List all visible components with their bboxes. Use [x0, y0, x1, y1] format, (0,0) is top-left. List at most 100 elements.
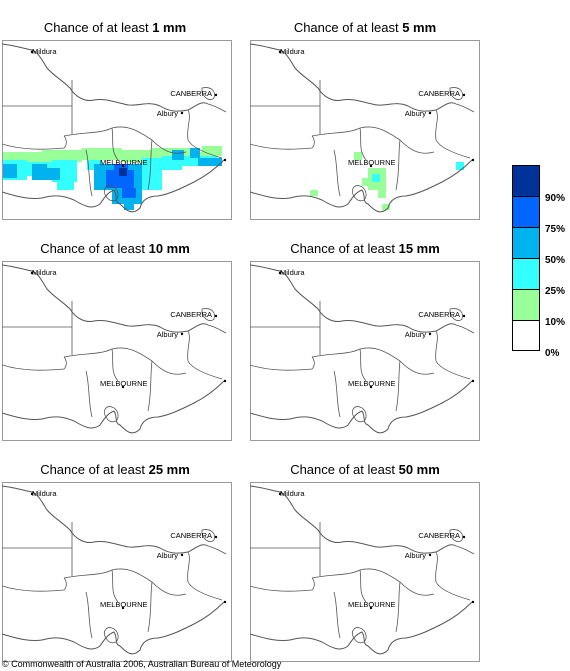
murray-river-border [2, 264, 209, 333]
label-mildura: Mildura [32, 47, 57, 56]
label-melbourne: MELBOURNE [100, 379, 148, 388]
albury-marker [428, 553, 432, 557]
panel-title-10mm: Chance of at least 10 mm [0, 241, 230, 256]
label-albury: Albury [405, 330, 427, 339]
title-prefix: Chance of at least [40, 241, 149, 256]
melbourne-marker [369, 606, 373, 610]
title-amount: 10 mm [148, 241, 190, 256]
rain-probability-map: Mildura CANBERRA Albury MELBOURNE [2, 482, 232, 662]
district-boundary [359, 127, 367, 161]
title-amount: 5 mm [402, 20, 437, 35]
panel-title-5mm: Chance of at least 5 mm [250, 20, 480, 35]
port-phillip-bay [352, 185, 367, 202]
title-prefix: Chance of at least [43, 20, 153, 35]
gabo-island-marker [223, 379, 227, 383]
coastline [250, 601, 473, 655]
label-albury: Albury [157, 109, 179, 118]
title-amount: 25 mm [148, 462, 190, 477]
district-boundary [63, 347, 153, 362]
act-outline [201, 529, 215, 542]
district-boundary [395, 139, 401, 191]
legend-label-75: 75% [545, 224, 566, 235]
act-outline [201, 308, 215, 321]
probability-overlay [2, 146, 222, 210]
district-boundary [151, 581, 187, 596]
victoria-basemap: Mildura CANBERRA Albury MELBOURNE [2, 482, 232, 662]
district-boundary [311, 347, 401, 362]
albury-marker [428, 111, 432, 115]
rain-probability-map: Mildura CANBERRA Albury MELBOURNE [250, 261, 480, 441]
legend-label-10: 10% [545, 317, 566, 328]
act-outline [449, 529, 463, 542]
gabo-island-marker [223, 158, 227, 162]
district-boundary [333, 591, 341, 639]
label-mildura: Mildura [32, 489, 57, 498]
label-albury: Albury [405, 551, 427, 560]
map-frame [250, 40, 480, 220]
label-canberra: CANBERRA [170, 531, 212, 540]
district-boundary [147, 581, 153, 633]
rain-probability-map: Mildura CANBERRA Albury MELBOURNE [250, 482, 480, 662]
victoria-basemap: Mildura CANBERRA Albury MELBOURNE [2, 261, 232, 441]
murray-river-border [250, 485, 457, 554]
map-panel-25mm: Mildura CANBERRA Albury MELBOURNE [2, 482, 232, 662]
label-melbourne: MELBOURNE [348, 600, 396, 609]
district-boundary [399, 360, 435, 375]
canberra-marker [214, 535, 218, 539]
murray-river-border [250, 43, 457, 112]
map-panel-10mm: Mildura CANBERRA Albury MELBOURNE [2, 261, 232, 441]
nsw-victoria-border [435, 551, 471, 601]
nsw-boundary [455, 103, 475, 113]
district-boundary [85, 149, 93, 197]
label-mildura: Mildura [280, 47, 305, 56]
map-frame [2, 40, 232, 220]
port-phillip-bay [104, 627, 119, 644]
title-prefix: Chance of at least [293, 20, 403, 35]
albury-marker [180, 111, 184, 115]
map-panel-5mm: Mildura CANBERRA Albury MELBOURNE [250, 40, 480, 220]
district-boundary [250, 356, 315, 371]
act-outline [449, 87, 463, 100]
mildura-marker [30, 492, 34, 496]
title-prefix: Chance of at least [40, 462, 149, 477]
district-boundary [63, 568, 153, 583]
label-mildura: Mildura [280, 489, 305, 498]
coastline [2, 159, 225, 213]
melbourne-marker [121, 164, 125, 168]
nsw-boundary [455, 324, 475, 334]
district-boundary [311, 126, 401, 141]
district-boundary [2, 135, 67, 150]
title-amount: 50 mm [398, 462, 440, 477]
map-panel-50mm: Mildura CANBERRA Albury MELBOURNE [250, 482, 480, 662]
map-panel-15mm: Mildura CANBERRA Albury MELBOURNE [250, 261, 480, 441]
label-canberra: CANBERRA [170, 89, 212, 98]
albury-marker [180, 332, 184, 336]
map-panel-1mm: Mildura CANBERRA Albury MELBOURNE [2, 40, 232, 220]
label-melbourne: MELBOURNE [100, 600, 148, 609]
canberra-marker [462, 314, 466, 318]
nsw-boundary [455, 545, 475, 555]
legend-label-0: 0% [545, 348, 560, 359]
victoria-basemap: Mildura CANBERRA Albury MELBOURNE [250, 482, 480, 662]
district-boundary [399, 139, 435, 154]
mildura-marker [30, 50, 34, 54]
rain-probability-map: Mildura CANBERRA Albury MELBOURNE [2, 40, 232, 220]
albury-marker [180, 553, 184, 557]
melbourne-marker [121, 606, 125, 610]
coastline [250, 380, 473, 434]
district-boundary [63, 126, 153, 141]
panel-title-25mm: Chance of at least 25 mm [0, 462, 230, 477]
district-boundary [111, 348, 119, 382]
canberra-marker [214, 93, 218, 97]
copyright-notice: © Commonwealth of Australia 2006, Austra… [2, 659, 282, 669]
legend-swatch-90 [512, 165, 540, 196]
nsw-boundary [207, 324, 227, 334]
port-phillip-bay [352, 406, 367, 423]
district-boundary [333, 370, 341, 418]
canberra-marker [462, 535, 466, 539]
act-outline [449, 308, 463, 321]
panel-title-50mm: Chance of at least 50 mm [250, 462, 480, 477]
nsw-victoria-border [187, 109, 223, 159]
district-boundary [147, 360, 153, 412]
district-boundary [111, 569, 119, 603]
